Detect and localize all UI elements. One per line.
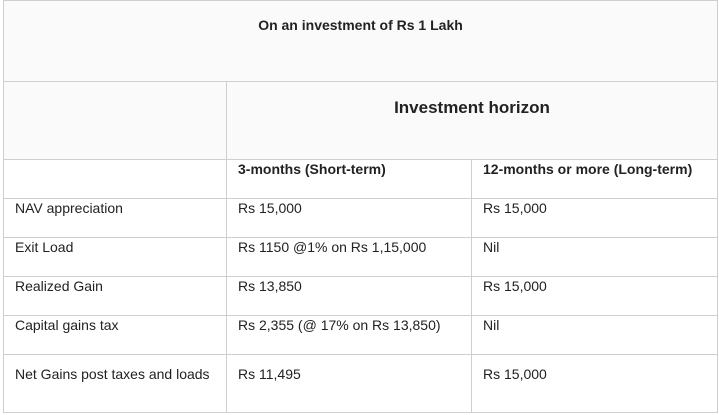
table-title: On an investment of Rs 1 Lakh: [3, 0, 718, 82]
row-label: Capital gains tax: [3, 315, 227, 355]
empty-header-cell: [3, 159, 227, 199]
column-header-short-term: 3-months (Short-term): [226, 159, 472, 199]
short-term-value: Rs 1150 @1% on Rs 1,15,000: [226, 237, 472, 277]
investment-comparison-table: On an investment of Rs 1 Lakh Investment…: [3, 0, 718, 413]
column-header-long-term: 12-months or more (Long-term): [471, 159, 718, 199]
long-term-value: Nil: [471, 315, 718, 355]
empty-corner-cell: [3, 81, 227, 160]
table-row: NAV appreciation Rs 15,000 Rs 15,000: [3, 198, 718, 238]
short-term-value: Rs 13,850: [226, 276, 472, 316]
row-label: Net Gains post taxes and loads: [3, 354, 227, 413]
row-label: NAV appreciation: [3, 198, 227, 238]
table-title-row: On an investment of Rs 1 Lakh: [3, 0, 718, 82]
horizon-header: Investment horizon: [226, 81, 718, 160]
short-term-value: Rs 11,495: [226, 354, 472, 413]
long-term-value: Rs 15,000: [471, 198, 718, 238]
table-row: Exit Load Rs 1150 @1% on Rs 1,15,000 Nil: [3, 237, 718, 277]
horizon-row: Investment horizon: [3, 81, 718, 160]
long-term-value: Rs 15,000: [471, 276, 718, 316]
row-label: Realized Gain: [3, 276, 227, 316]
column-header-row: 3-months (Short-term) 12-months or more …: [3, 159, 718, 199]
long-term-value: Rs 15,000: [471, 354, 718, 413]
table-row: Capital gains tax Rs 2,355 (@ 17% on Rs …: [3, 315, 718, 355]
short-term-value: Rs 15,000: [226, 198, 472, 238]
long-term-value: Nil: [471, 237, 718, 277]
short-term-value: Rs 2,355 (@ 17% on Rs 13,850): [226, 315, 472, 355]
table-row: Net Gains post taxes and loads Rs 11,495…: [3, 354, 718, 413]
row-label: Exit Load: [3, 237, 227, 277]
table-row: Realized Gain Rs 13,850 Rs 15,000: [3, 276, 718, 316]
